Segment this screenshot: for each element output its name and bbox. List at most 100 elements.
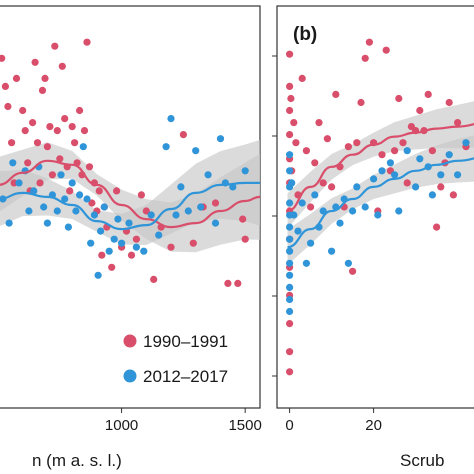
panel-b-point-s1-42 <box>445 151 453 159</box>
panel-b-confidence-bands <box>287 101 474 265</box>
panel-b-point-s0-40 <box>391 147 399 155</box>
panel-b-point-s1-16 <box>298 199 306 207</box>
legend-marker-1990 <box>123 334 137 348</box>
panel-a-point-s0-45 <box>127 251 136 259</box>
panel-a-point-s0-22 <box>58 62 66 70</box>
panel-b-point-s0-26 <box>332 90 340 98</box>
panel-b-point-s1-34 <box>391 171 399 179</box>
panel-b-point-s0-31 <box>353 139 361 147</box>
panel-b-point-s1-15 <box>294 227 302 235</box>
panel-a-point-s1-15 <box>68 179 76 187</box>
panel-b-point-s0-11 <box>286 348 294 356</box>
panel-a-point-s0-38 <box>98 251 106 259</box>
panel-a-point-s0-11 <box>31 58 39 66</box>
panel-b-point-s1-7 <box>286 247 294 255</box>
panel-b-point-s1-14 <box>290 211 298 219</box>
panel-b-point-s1-24 <box>336 219 344 227</box>
panel-b-x-tick-label-1: 20 <box>365 417 382 434</box>
panel-a-point-s1-22 <box>94 271 102 279</box>
panel-a-point-s0-12 <box>33 139 42 147</box>
panel-b-point-s0-0 <box>286 50 294 58</box>
panel-b-point-s1-32 <box>378 167 386 175</box>
panel-a-point-s0-59 <box>241 235 249 243</box>
panel-b-point-s1-12 <box>286 307 294 316</box>
panel-a-point-s0-15 <box>41 74 49 82</box>
panel-b-point-s1-22 <box>328 247 336 255</box>
panel-a-point-s1-42 <box>211 219 220 227</box>
panel-a-point-s0-17 <box>46 123 54 131</box>
panel-a-point-s1-36 <box>172 211 180 219</box>
panel-b-point-s0-55 <box>454 119 462 127</box>
panel-b-point-s0-12 <box>286 368 294 376</box>
panel-b-point-s0-54 <box>449 191 457 199</box>
panel-b-point-s0-10 <box>286 320 294 328</box>
panel-b-point-s0-48 <box>424 90 432 98</box>
panel-a-point-s1-23 <box>97 227 105 235</box>
legend-label-2012: 2012–2017 <box>143 367 228 386</box>
panel-b-point-s1-30 <box>370 175 378 183</box>
panel-b-frame <box>276 5 474 409</box>
panel-a-point-s0-10 <box>28 119 37 127</box>
panel-a-point-s0-58 <box>239 215 247 223</box>
panel-a-point-s1-32 <box>147 211 155 219</box>
panel-a-ribbon-1 <box>0 139 260 246</box>
panel-b-point-s0-15 <box>290 119 298 127</box>
panel-a-point-s1-35 <box>167 115 175 123</box>
panel-b-smooth-lines <box>287 123 474 249</box>
panel-b-point-s1-9 <box>286 271 294 279</box>
panel-b-point-s1-11 <box>286 295 294 304</box>
panel-b-point-s0-41 <box>395 94 403 103</box>
panel-a-point-s0-33 <box>85 163 94 171</box>
panel-a-point-s1-34 <box>162 143 170 151</box>
panel-b-point-s0-53 <box>445 98 453 107</box>
panel-a-point-s1-14 <box>64 223 72 231</box>
panel-b-point-s1-26 <box>344 259 352 267</box>
panel-a-point-s1-41 <box>204 171 212 179</box>
panel-a-point-s1-21 <box>90 211 98 219</box>
panel-a-point-s0-42 <box>113 187 121 195</box>
panel-b-y-ticks <box>272 55 277 377</box>
panel-a-point-s1-33 <box>155 231 163 239</box>
panel-a-point-s1-18 <box>79 143 87 151</box>
panel-b-point-s1-17 <box>302 259 310 267</box>
panel-b-point-s0-18 <box>298 74 306 82</box>
panel-a-point-s0-34 <box>88 199 96 207</box>
legend: 1990–1991 2012–2017 <box>123 332 228 386</box>
panel-a-point-s0-53 <box>189 239 197 247</box>
panel-a-point-s0-7 <box>21 127 29 135</box>
panel-a-point-s0-57 <box>234 279 242 287</box>
panel-b-point-s1-18 <box>307 239 315 247</box>
panel-b-point-s1-37 <box>412 183 420 191</box>
panel-a-point-s0-14 <box>38 86 47 94</box>
panel-b-point-s0-24 <box>323 135 331 143</box>
panel-a-point-s0-56 <box>224 279 232 287</box>
panel-a-point-s1-39 <box>192 147 200 155</box>
panel-a-point-s0-26 <box>68 123 76 131</box>
panel-b: 0 20 (b) Scrub <box>272 5 474 470</box>
panel-a-point-s0-19 <box>51 42 59 50</box>
panel-a-point-s1-31 <box>140 247 148 255</box>
panel-a-point-s1-6 <box>30 187 38 195</box>
panel-a-point-s1-20 <box>87 239 95 247</box>
panel-b-point-s1-6 <box>286 235 294 243</box>
panel-a-point-s1-2 <box>9 159 17 167</box>
panel-a-point-s1-30 <box>132 243 140 251</box>
panel-b-point-s0-50 <box>433 223 441 231</box>
panel-b-point-s0-22 <box>315 119 323 127</box>
panel-a-point-s0-37 <box>95 187 103 195</box>
panel-a-point-s1-9 <box>43 219 52 227</box>
panel-b-point-s1-35 <box>395 207 403 215</box>
panel-a-point-s1-12 <box>57 171 65 179</box>
panel-b-point-s1-19 <box>311 191 319 199</box>
panel-a-point-s0-47 <box>137 191 145 199</box>
panel-a-point-s1-13 <box>61 195 69 203</box>
panel-a-point-s1-29 <box>125 219 133 227</box>
panel-a-point-s1-28 <box>118 239 126 247</box>
panel-a-point-s1-16 <box>72 207 80 215</box>
panel-a-point-s0-32 <box>83 38 91 46</box>
panel-a-point-s1-25 <box>105 247 113 255</box>
panel-b-point-s0-25 <box>328 183 336 191</box>
panel-a-point-s0-31 <box>80 127 89 135</box>
panel-b-point-s1-29 <box>361 203 369 211</box>
panel-b-point-s0-29 <box>344 143 352 151</box>
